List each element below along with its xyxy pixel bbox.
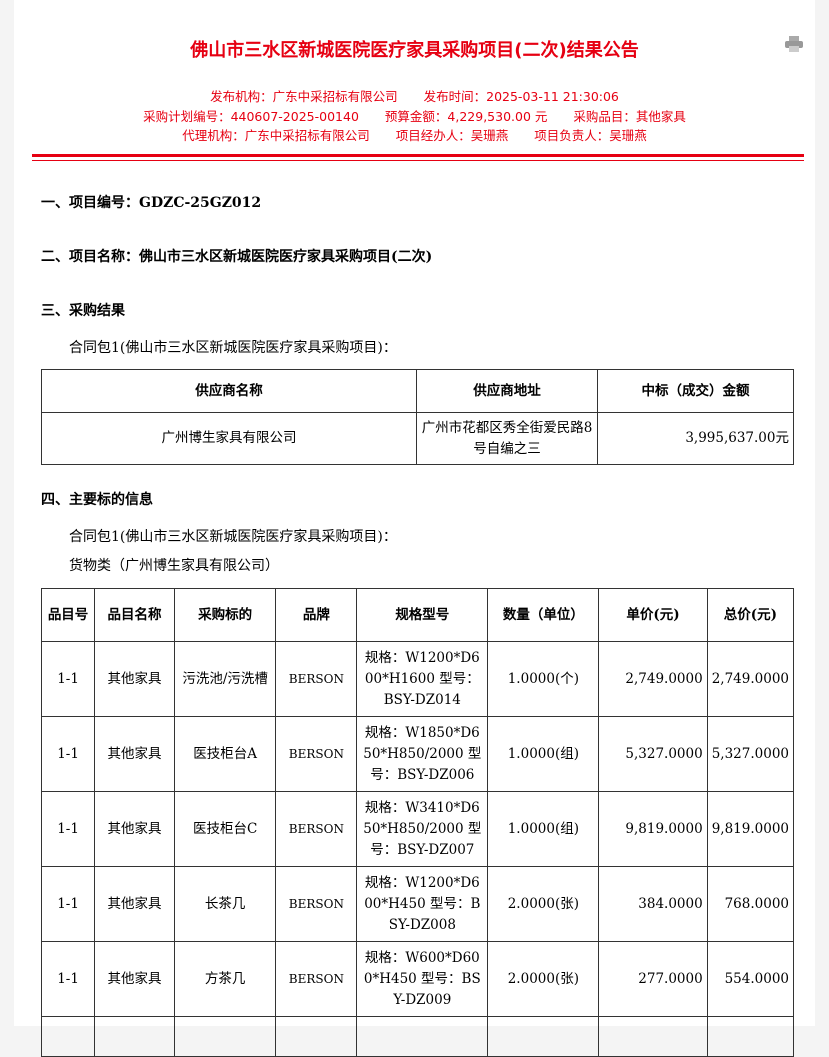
section-result: 三、采购结果 <box>41 303 125 319</box>
printer-icon[interactable] <box>785 36 803 52</box>
table-row: 1-1 其他家具 长茶几 BERSON 规格：W1200*D600*H450 型号：BS… <box>40 866 795 942</box>
header-cell: 规格型号 <box>356 588 489 642</box>
item-number: 1-1 <box>40 716 96 792</box>
budget: 预算金额：4,229,530.00 元 <box>384 109 548 124</box>
owner: 项目负责人：吴珊燕 <box>534 128 647 143</box>
item-number: 1-1 <box>40 791 96 867</box>
spec: 规格：W600*D600*H450 型号：BSY-DZ009 <box>356 941 489 1017</box>
quantity: 1.0000(组) <box>487 791 600 867</box>
unit-price: 2,749.0000 <box>598 641 708 717</box>
header-cell: 采购标的 <box>173 588 277 642</box>
page: 佛山市三水区新城医院医疗家具采购项目(二次)结果公告 发布机构：广东中采招标有限… <box>14 0 815 1057</box>
item-name: 其他家具 <box>94 866 175 942</box>
table-row: 1-1 其他家具 医技柜台A BERSON 规格：W1850*D650*H850/200… <box>40 716 795 792</box>
unit-price: 5,327.0000 <box>598 716 708 792</box>
item-name: 其他家具 <box>94 791 175 867</box>
spec: 规格：W1850*D650*H850/2000 型号：BSY-DZ006 <box>356 716 489 792</box>
contract-package: 合同包1(佛山市三水区新城医院医疗家具采购项目)： <box>69 340 397 356</box>
brand: BERSON <box>275 716 358 792</box>
contract-package: 合同包1(佛山市三水区新城医院医疗家具采购项目)： <box>69 529 397 545</box>
table-row <box>40 1016 795 1057</box>
section-project-name: 二、项目名称：佛山市三水区新城医院医疗家具采购项目(二次) <box>41 249 433 265</box>
unit-price: 384.0000 <box>598 866 708 942</box>
table-row: 广州博生家具有限公司 广州市花都区秀全街爱民路8号自编之三 3,995,637.00… <box>41 412 794 465</box>
supplier-address: 广州市花都区秀全街爱民路8号自编之三 <box>416 412 598 465</box>
spec: 规格：W1200*D600*H450 型号：BSY-DZ008 <box>356 866 489 942</box>
plan-number: 采购计划编号：440607-2025-00140 <box>143 109 359 124</box>
header-cell: 供应商地址 <box>416 369 598 413</box>
quantity: 2.0000(张) <box>487 866 600 942</box>
header-cell: 品目名称 <box>94 588 175 642</box>
agency: 代理机构：广东中采招标有限公司 <box>182 128 370 143</box>
header-cell: 数量（单位） <box>487 588 600 642</box>
page-title: 佛山市三水区新城医院医疗家具采购项目(二次)结果公告 <box>190 40 639 61</box>
brand: BERSON <box>275 641 358 717</box>
total-price: 9,819.0000 <box>706 791 795 867</box>
item-number: 1-1 <box>40 941 96 1017</box>
item-target: 医技柜台C <box>173 791 277 867</box>
category: 采购品目：其他家具 <box>573 109 686 124</box>
unit-price: 277.0000 <box>598 941 708 1017</box>
meta-line-2: 采购计划编号：440607-2025-00140 预算金额：4,229,530.0… <box>14 106 815 125</box>
result-table: 供应商名称 供应商地址 中标（成交）金额 广州博生家具有限公司 广州市花都区秀全街爱民… <box>41 369 794 465</box>
spec: 规格：W3410*D650*H850/2000 型号：BSY-DZ007 <box>356 791 489 867</box>
brand: BERSON <box>275 941 358 1017</box>
total-price: 554.0000 <box>706 941 795 1017</box>
goods-category: 货物类（广州博生家具有限公司） <box>69 558 279 574</box>
item-target: 污洗池/污洗槽 <box>173 641 277 717</box>
meta-line-1: 发布机构：广东中采招标有限公司 发布时间：2025-03-11 21:30:06 <box>14 86 815 105</box>
items-table: 品目号 品目名称 采购标的 品牌 规格型号 数量（单位） 单价(元) 总价(元) 1-1 其他家… <box>40 588 795 1057</box>
item-name: 其他家具 <box>94 941 175 1017</box>
section-items: 四、主要标的信息 <box>41 492 153 508</box>
item-target: 医技柜台A <box>173 716 277 792</box>
header-cell: 品牌 <box>275 588 358 642</box>
spec: 规格：W1200*D600*H1600 型号：BSY-DZ014 <box>356 641 489 717</box>
publisher: 发布机构：广东中采招标有限公司 <box>210 89 398 104</box>
handler: 项目经办人：吴珊燕 <box>395 128 509 143</box>
item-name: 其他家具 <box>94 716 175 792</box>
section-project-number: 一、项目编号：GDZC-25GZ012 <box>41 195 262 211</box>
total-price: 5,327.0000 <box>706 716 795 792</box>
quantity: 1.0000(个) <box>487 641 600 717</box>
publish-time: 发布时间：2025-03-11 21:30:06 <box>423 89 619 104</box>
table-row: 1-1 其他家具 方茶几 BERSON 规格：W600*D600*H450 型号：BSY… <box>40 941 795 1017</box>
header-cell: 品目号 <box>40 588 96 642</box>
quantity: 1.0000(组) <box>487 716 600 792</box>
table-row: 1-1 其他家具 污洗池/污洗槽 BERSON 规格：W1200*D600*H1600 … <box>40 641 795 717</box>
meta-line-3: 代理机构：广东中采招标有限公司 项目经办人：吴珊燕 项目负责人：吴珊燕 <box>14 125 815 144</box>
total-price: 768.0000 <box>706 866 795 942</box>
header-cell: 单价(元) <box>598 588 708 642</box>
award-amount: 3,995,637.00元 <box>597 412 794 465</box>
divider <box>32 160 804 161</box>
unit-price: 9,819.0000 <box>598 791 708 867</box>
divider <box>32 154 804 157</box>
item-name: 其他家具 <box>94 641 175 717</box>
quantity: 2.0000(张) <box>487 941 600 1017</box>
table-row: 1-1 其他家具 医技柜台C BERSON 规格：W3410*D650*H850/200… <box>40 791 795 867</box>
item-target: 方茶几 <box>173 941 277 1017</box>
supplier-name: 广州博生家具有限公司 <box>41 412 417 465</box>
brand: BERSON <box>275 791 358 867</box>
header-cell: 总价(元) <box>706 588 795 642</box>
header-cell: 供应商名称 <box>41 369 417 413</box>
header-cell: 中标（成交）金额 <box>597 369 794 413</box>
item-number: 1-1 <box>40 641 96 717</box>
item-number: 1-1 <box>40 866 96 942</box>
item-target: 长茶几 <box>173 866 277 942</box>
brand: BERSON <box>275 866 358 942</box>
total-price: 2,749.0000 <box>706 641 795 717</box>
